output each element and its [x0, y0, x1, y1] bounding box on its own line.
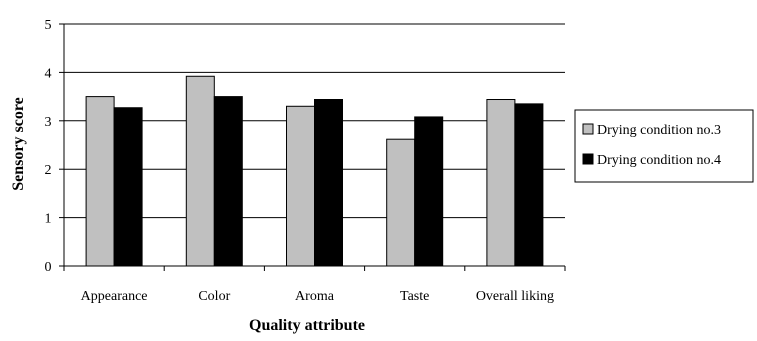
legend-box — [574, 109, 754, 183]
bar-1 — [85, 96, 115, 267]
x-tick-label: Overall liking — [476, 289, 554, 304]
bar-2 — [213, 96, 243, 267]
legend: Drying condition no.3 Drying condition no… — [574, 109, 754, 183]
legend-swatch — [582, 123, 594, 135]
bar-2 — [314, 99, 343, 267]
y-tick-label: 1 — [45, 212, 52, 227]
bar-2 — [514, 103, 544, 267]
legend-swatch — [582, 153, 594, 165]
bar-2 — [414, 116, 444, 267]
y-tick-label: 2 — [45, 163, 52, 178]
bar-1 — [386, 138, 416, 267]
legend-label: Drying condition no.4 — [597, 153, 721, 168]
x-axis-title: Quality attribute — [249, 317, 365, 334]
legend-label: Drying condition no.3 — [597, 123, 721, 138]
y-tick-label: 3 — [45, 115, 52, 130]
bar-1 — [286, 105, 315, 267]
bar-1 — [185, 75, 215, 267]
y-tick-label: 5 — [45, 18, 52, 33]
y-tick-label: 0 — [45, 260, 52, 275]
x-tick-label: Appearance — [81, 289, 148, 304]
bar-1 — [486, 99, 516, 267]
x-tick-label: Color — [198, 289, 230, 304]
y-axis-title: Sensory score — [10, 97, 27, 190]
y-tick-label: 4 — [45, 66, 52, 81]
x-tick-label: Taste — [400, 289, 429, 304]
x-tick-label: Aroma — [295, 289, 335, 304]
bar-2 — [113, 107, 143, 267]
